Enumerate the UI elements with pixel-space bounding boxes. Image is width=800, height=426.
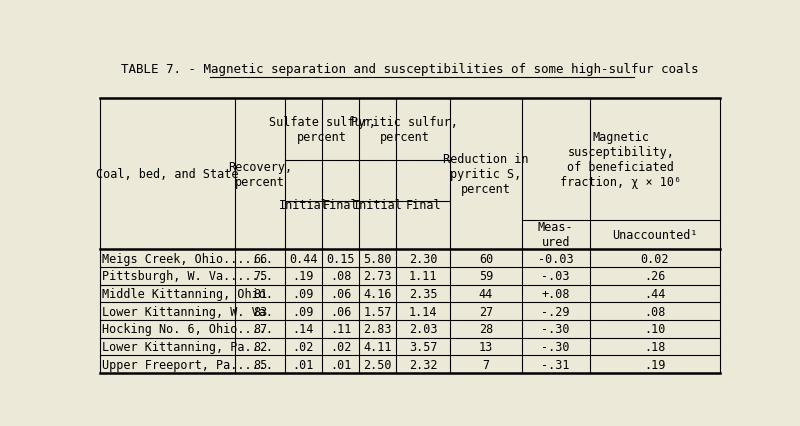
Text: Meigs Creek, Ohio.......: Meigs Creek, Ohio....... (102, 252, 274, 265)
Text: .06: .06 (330, 305, 351, 318)
Text: .09: .09 (293, 287, 314, 300)
Text: 82: 82 (253, 340, 267, 353)
Text: Lower Kittanning, Pa....: Lower Kittanning, Pa.... (102, 340, 274, 353)
Text: Pittsburgh, W. Va.......: Pittsburgh, W. Va....... (102, 270, 274, 282)
Text: Pyritic sulfur,
percent: Pyritic sulfur, percent (351, 116, 458, 144)
Text: 28: 28 (479, 322, 493, 336)
Text: 66: 66 (253, 252, 267, 265)
Text: .14: .14 (293, 322, 314, 336)
Text: 2.83: 2.83 (363, 322, 392, 336)
Text: Magnetic
susceptibility,
of beneficiated
fraction, χ × 10⁶: Magnetic susceptibility, of beneficiated… (560, 130, 682, 188)
Text: .06: .06 (330, 287, 351, 300)
Text: .11: .11 (330, 322, 351, 336)
Text: Initial: Initial (353, 199, 402, 212)
Text: -.03: -.03 (542, 270, 570, 282)
Text: .44: .44 (644, 287, 666, 300)
Text: Initial: Initial (278, 199, 328, 212)
Text: .10: .10 (644, 322, 666, 336)
Text: 3.57: 3.57 (409, 340, 438, 353)
Text: 87: 87 (253, 322, 267, 336)
Text: 85: 85 (253, 358, 267, 371)
Text: 83: 83 (253, 305, 267, 318)
Text: 4.11: 4.11 (363, 340, 392, 353)
Text: -.30: -.30 (542, 322, 570, 336)
Text: 2.35: 2.35 (409, 287, 438, 300)
Text: -0.03: -0.03 (538, 252, 574, 265)
Text: .02: .02 (293, 340, 314, 353)
Text: Final: Final (322, 199, 358, 212)
Text: 5.80: 5.80 (363, 252, 392, 265)
Text: Reduction in
pyritic S,
percent: Reduction in pyritic S, percent (443, 153, 529, 196)
Text: 7: 7 (482, 358, 490, 371)
Text: 2.03: 2.03 (409, 322, 438, 336)
Text: 2.50: 2.50 (363, 358, 392, 371)
Text: Meas-
ured: Meas- ured (538, 221, 574, 249)
Text: 59: 59 (479, 270, 493, 282)
Text: Final: Final (406, 199, 441, 212)
Text: Unaccounted¹: Unaccounted¹ (612, 228, 698, 241)
Text: 0.44: 0.44 (289, 252, 318, 265)
Text: 2.32: 2.32 (409, 358, 438, 371)
Text: Recovery,
percent: Recovery, percent (228, 160, 292, 188)
Text: Coal, bed, and State: Coal, bed, and State (96, 168, 239, 181)
Text: 1.14: 1.14 (409, 305, 438, 318)
Text: 1.11: 1.11 (409, 270, 438, 282)
Text: 1.57: 1.57 (363, 305, 392, 318)
Text: .01: .01 (293, 358, 314, 371)
Text: -.30: -.30 (542, 340, 570, 353)
Text: .02: .02 (330, 340, 351, 353)
Text: 44: 44 (479, 287, 493, 300)
Text: +.08: +.08 (542, 287, 570, 300)
Text: TABLE 7. - Magnetic separation and susceptibilities of some high-sulfur coals: TABLE 7. - Magnetic separation and susce… (122, 63, 698, 75)
Text: 2.73: 2.73 (363, 270, 392, 282)
Text: .08: .08 (330, 270, 351, 282)
Text: Sulfate sulfur,
percent: Sulfate sulfur, percent (269, 116, 375, 144)
Text: Middle Kittanning, Ohio.: Middle Kittanning, Ohio. (102, 287, 274, 300)
Text: -.31: -.31 (542, 358, 570, 371)
Text: 81: 81 (253, 287, 267, 300)
Text: Hocking No. 6, Ohio.....: Hocking No. 6, Ohio..... (102, 322, 274, 336)
Text: .19: .19 (293, 270, 314, 282)
Text: .26: .26 (644, 270, 666, 282)
Text: -.29: -.29 (542, 305, 570, 318)
Text: .18: .18 (644, 340, 666, 353)
Text: 0.15: 0.15 (326, 252, 355, 265)
Text: .01: .01 (330, 358, 351, 371)
Text: .19: .19 (644, 358, 666, 371)
Text: 27: 27 (479, 305, 493, 318)
Text: .09: .09 (293, 305, 314, 318)
Text: 13: 13 (479, 340, 493, 353)
Text: Lower Kittanning, W. Va.: Lower Kittanning, W. Va. (102, 305, 274, 318)
Text: 0.02: 0.02 (641, 252, 669, 265)
Text: 4.16: 4.16 (363, 287, 392, 300)
Text: 75: 75 (253, 270, 267, 282)
Text: 2.30: 2.30 (409, 252, 438, 265)
Text: 60: 60 (479, 252, 493, 265)
Text: Upper Freeport, Pa......: Upper Freeport, Pa...... (102, 358, 274, 371)
Text: .08: .08 (644, 305, 666, 318)
